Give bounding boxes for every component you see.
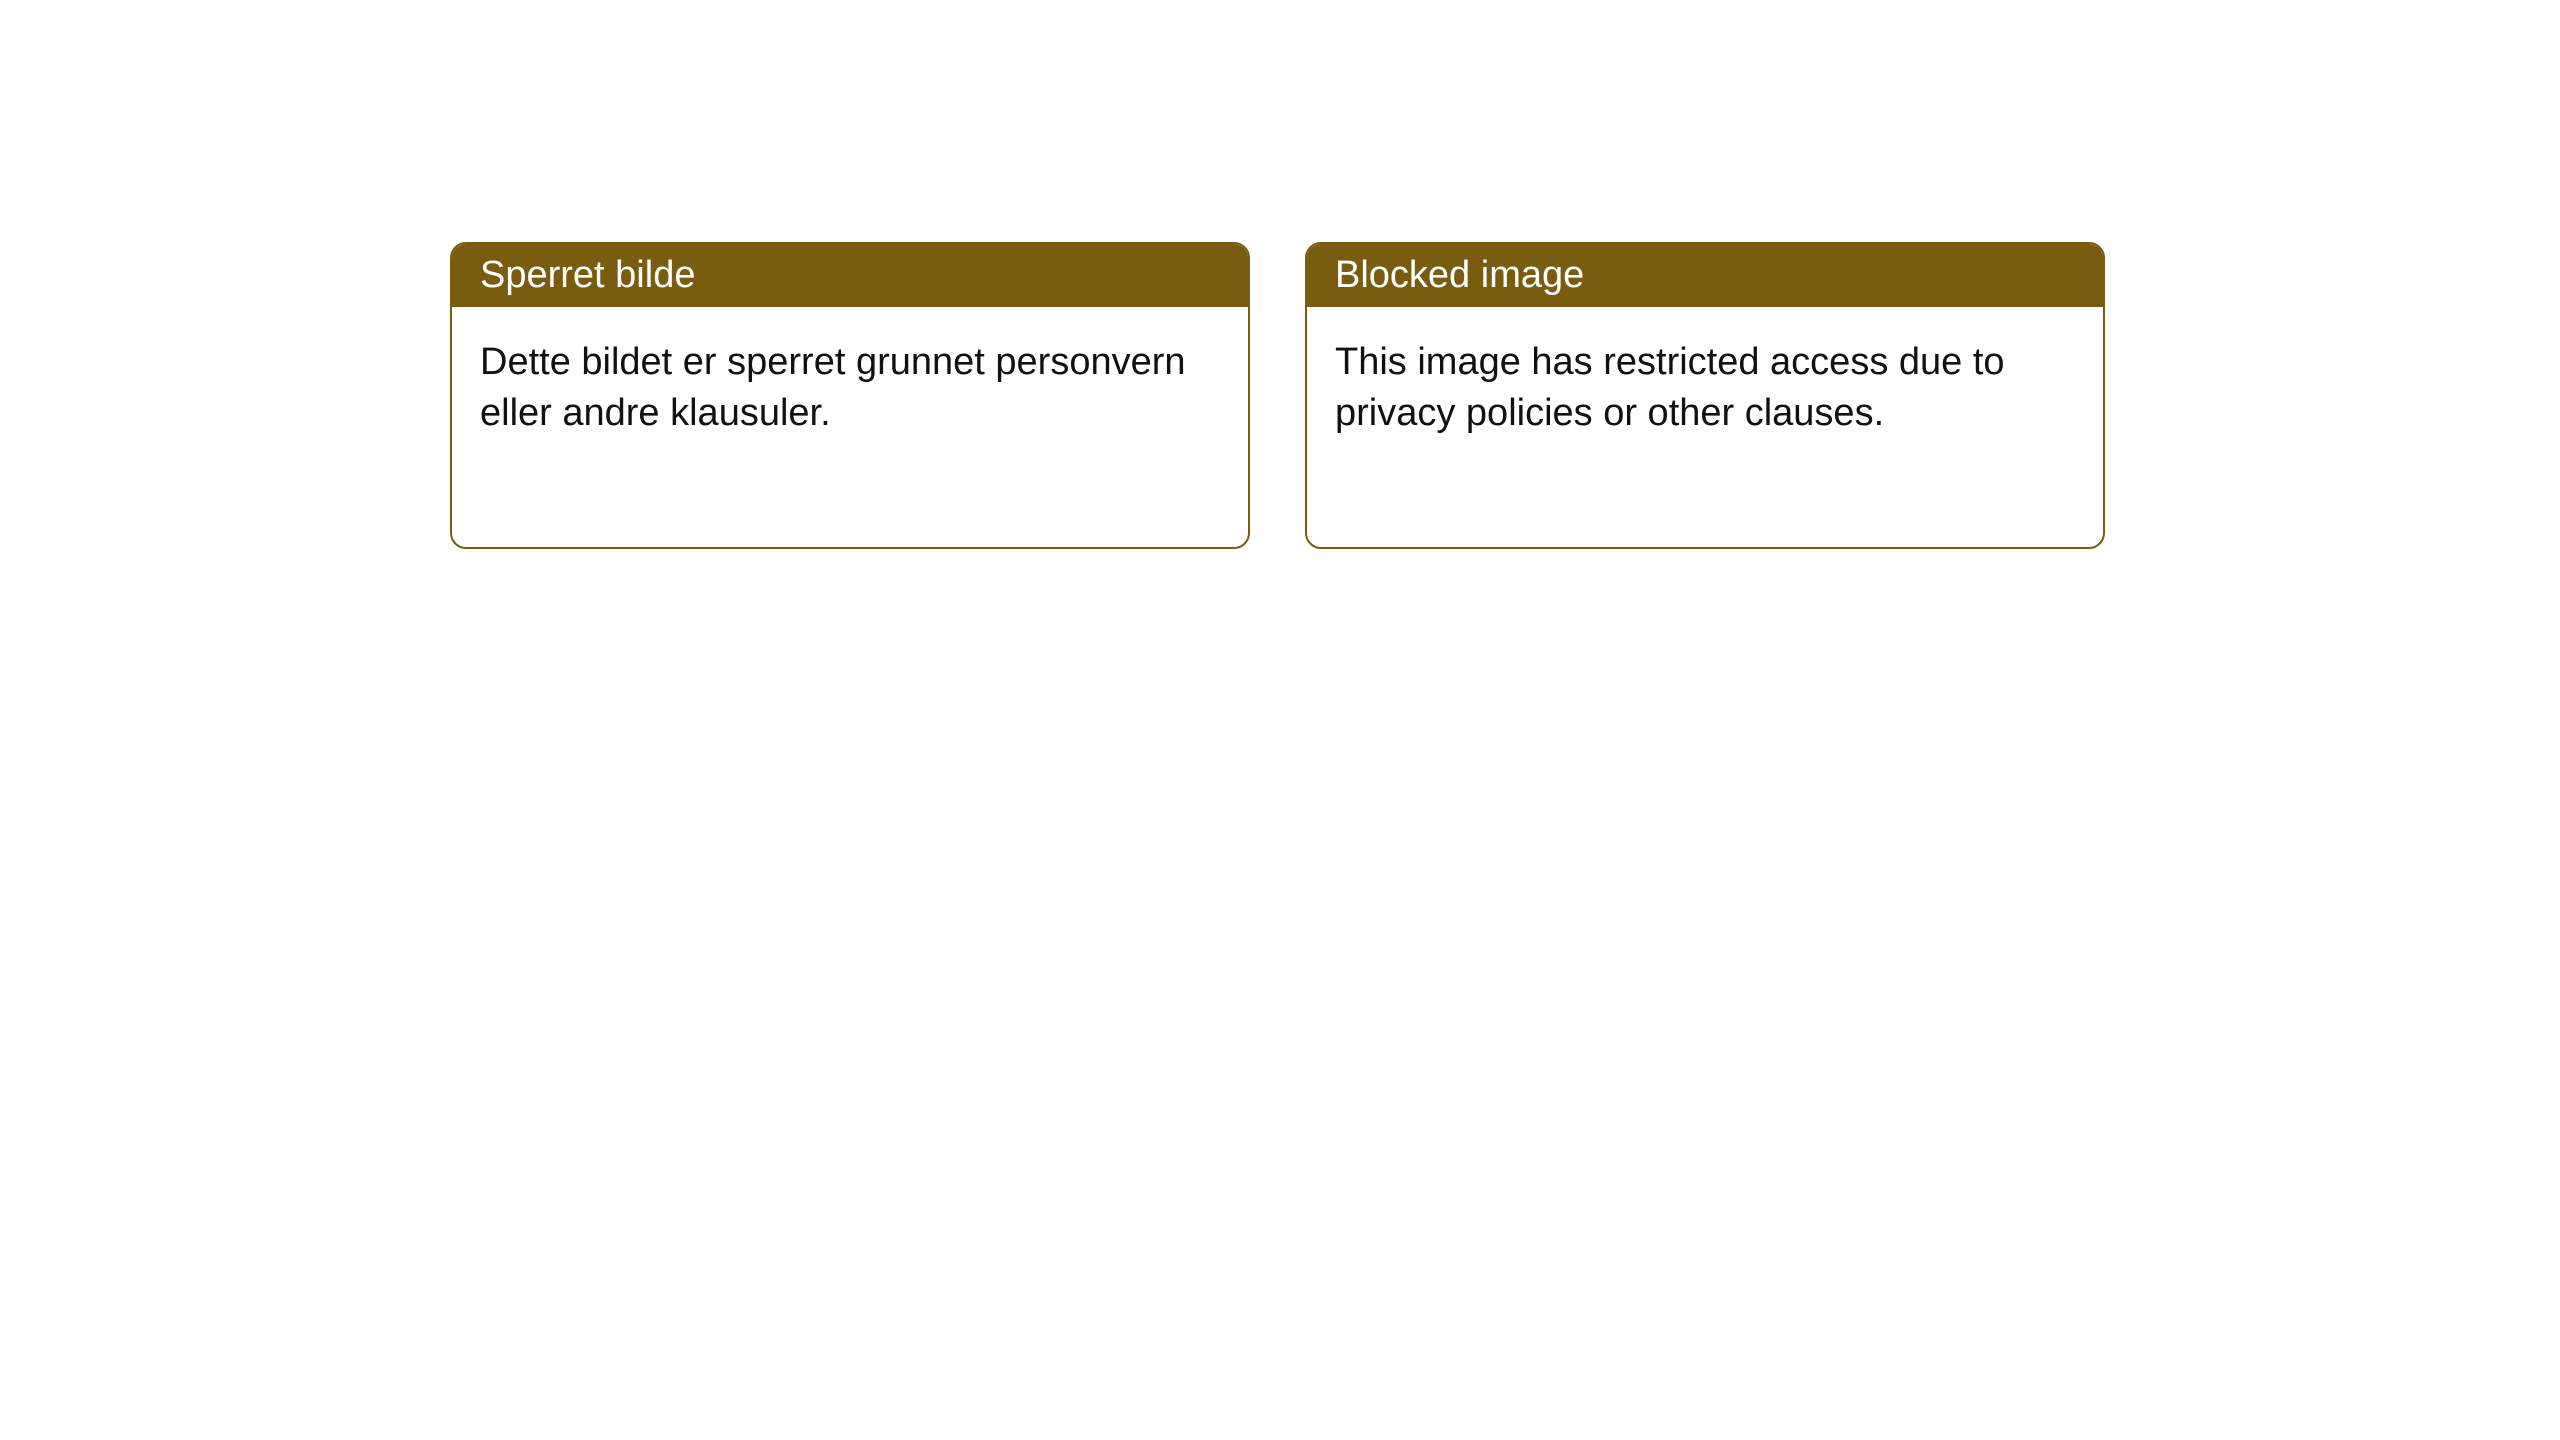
notice-body-norwegian: Dette bildet er sperret grunnet personve… <box>452 307 1248 547</box>
notice-text-english: This image has restricted access due to … <box>1335 341 2005 434</box>
notice-title-norwegian: Sperret bilde <box>480 254 695 296</box>
notice-text-norwegian: Dette bildet er sperret grunnet personve… <box>480 341 1186 434</box>
notice-header-english: Blocked image <box>1307 244 2103 307</box>
notice-header-norwegian: Sperret bilde <box>452 244 1248 307</box>
notice-card-norwegian: Sperret bilde Dette bildet er sperret gr… <box>450 242 1250 549</box>
notice-body-english: This image has restricted access due to … <box>1307 307 2103 547</box>
notice-container: Sperret bilde Dette bildet er sperret gr… <box>0 0 2560 549</box>
notice-card-english: Blocked image This image has restricted … <box>1305 242 2105 549</box>
notice-title-english: Blocked image <box>1335 254 1584 296</box>
